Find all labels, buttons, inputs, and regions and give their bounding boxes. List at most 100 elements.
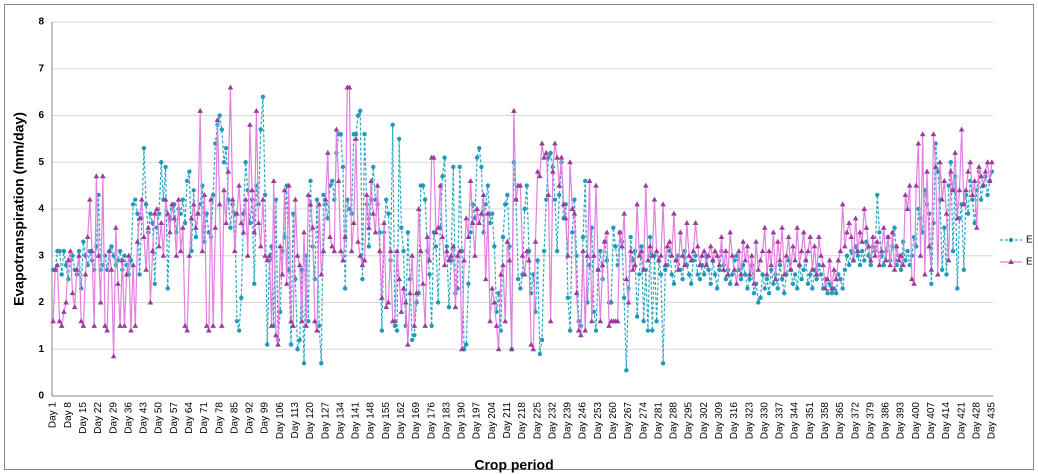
data-point — [723, 276, 729, 282]
data-point — [459, 346, 465, 352]
data-point — [392, 318, 398, 324]
data-point — [762, 286, 767, 291]
x-tick-label: Day 372 — [850, 402, 861, 440]
data-point — [658, 272, 664, 277]
data-point — [825, 290, 830, 296]
data-point — [210, 192, 216, 198]
data-point — [384, 197, 389, 202]
x-tick-label: Day 253 — [593, 402, 604, 440]
data-point — [489, 285, 496, 291]
data-point — [575, 327, 582, 333]
data-point — [392, 323, 398, 329]
data-point — [892, 225, 897, 230]
data-point — [898, 267, 904, 272]
data-point — [422, 322, 428, 328]
data-point — [412, 333, 417, 338]
data-point — [177, 248, 184, 254]
data-point — [757, 257, 764, 263]
data-point — [362, 132, 367, 137]
data-point — [543, 149, 550, 155]
data-point — [907, 262, 912, 268]
data-point — [396, 276, 402, 282]
data-point — [627, 248, 634, 254]
data-point — [273, 332, 279, 338]
data-point — [74, 266, 80, 272]
data-point — [84, 234, 91, 240]
x-tick-label: Day 309 — [714, 402, 725, 440]
data-point — [768, 262, 775, 268]
data-point — [736, 248, 742, 254]
data-point — [862, 258, 867, 263]
data-point — [887, 262, 894, 268]
data-point — [690, 248, 697, 254]
x-axis-label: Crop period — [474, 457, 553, 473]
data-point — [223, 220, 229, 226]
data-point — [842, 243, 848, 249]
data-point — [863, 224, 870, 230]
data-point — [805, 248, 811, 254]
x-tick-label: Day 379 — [865, 402, 876, 440]
data-point — [703, 262, 710, 268]
y-axis-label: Evapotranspiration (mm/day) — [11, 112, 27, 306]
data-point — [831, 266, 837, 272]
x-tick-label: Day 120 — [305, 402, 316, 440]
data-point — [279, 271, 286, 277]
data-point — [645, 328, 651, 333]
x-tick-label: Day 232 — [547, 402, 558, 440]
data-point — [286, 182, 292, 188]
data-point — [361, 257, 368, 263]
data-point — [337, 248, 344, 254]
data-point — [117, 322, 123, 328]
data-point — [472, 252, 478, 258]
data-point — [702, 272, 707, 277]
data-point — [686, 272, 692, 277]
data-point — [476, 220, 483, 226]
data-point — [749, 252, 755, 258]
data-point — [93, 173, 100, 179]
data-point — [106, 248, 113, 254]
data-point — [572, 197, 577, 202]
data-point — [684, 220, 690, 226]
data-point — [346, 84, 353, 90]
data-point — [400, 285, 407, 291]
y-tick-label: 4 — [38, 204, 44, 215]
data-point — [829, 285, 835, 291]
data-point — [340, 164, 346, 170]
data-point — [210, 322, 216, 328]
data-point — [333, 126, 340, 132]
y-tick-label: 2 — [38, 297, 44, 308]
data-point — [820, 262, 826, 268]
data-point — [970, 197, 975, 202]
data-point — [716, 262, 723, 268]
data-point — [309, 224, 316, 230]
data-point — [813, 271, 820, 277]
data-point — [461, 257, 467, 263]
data-point — [984, 159, 991, 165]
data-point — [262, 252, 268, 258]
data-point — [67, 248, 74, 254]
data-point — [980, 182, 987, 188]
data-point — [260, 196, 266, 202]
data-point — [764, 271, 770, 277]
data-point — [100, 173, 106, 179]
data-point — [844, 229, 850, 235]
data-point — [125, 252, 132, 258]
data-point — [782, 290, 787, 296]
data-point — [787, 266, 794, 272]
data-point — [838, 276, 843, 282]
data-point — [861, 206, 868, 211]
data-point — [638, 248, 645, 254]
data-point — [547, 318, 554, 324]
data-point — [130, 202, 136, 207]
data-point — [989, 159, 995, 165]
data-point — [340, 257, 346, 263]
data-point — [695, 272, 700, 277]
data-point — [394, 248, 400, 254]
data-point — [71, 304, 78, 310]
data-point — [478, 210, 485, 216]
data-point — [167, 229, 173, 235]
data-point — [868, 262, 873, 268]
y-tick-label: 7 — [38, 63, 44, 74]
data-point — [760, 272, 765, 277]
data-point — [524, 183, 530, 188]
